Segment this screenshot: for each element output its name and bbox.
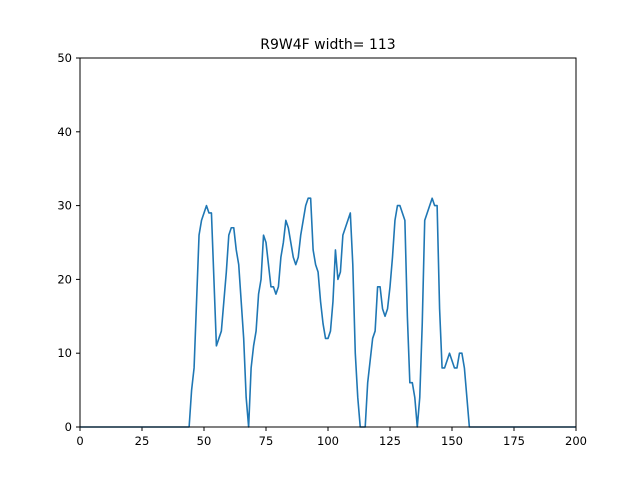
y-tick-label: 30 (57, 199, 72, 213)
x-tick-label: 100 (317, 434, 339, 448)
series-line-0 (80, 197, 576, 428)
y-tick-label: 50 (57, 51, 72, 65)
series-layer (80, 197, 576, 428)
x-axis: 0 25 50 75 100 125 150 175 200 (76, 427, 587, 448)
x-tick-label: 175 (503, 434, 525, 448)
x-tick-label: 125 (379, 434, 401, 448)
y-tick-label: 40 (57, 125, 72, 139)
y-tick-label: 10 (57, 346, 72, 360)
x-tick-label: 75 (259, 434, 274, 448)
x-tick-label: 50 (197, 434, 212, 448)
x-tick-label: 200 (565, 434, 587, 448)
plot-frame (79, 57, 577, 428)
x-tick-label: 25 (135, 434, 150, 448)
x-tick-label: 150 (441, 434, 463, 448)
y-tick-label: 0 (65, 420, 72, 434)
y-axis: 0 10 20 30 40 50 (57, 51, 80, 434)
y-tick-label: 20 (57, 272, 72, 286)
chart-title: R9W4F width= 113 (260, 37, 395, 53)
x-tick-label: 0 (76, 434, 83, 448)
